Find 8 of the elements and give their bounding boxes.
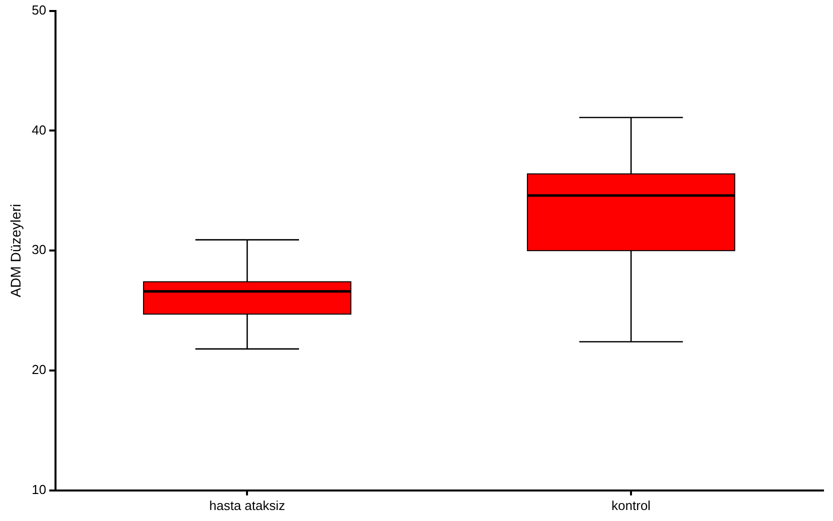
x-tick-label: hasta ataksiz (209, 498, 286, 513)
y-tick-label: 40 (32, 122, 46, 138)
y-tick-label: 30 (32, 242, 46, 258)
y-tick-label: 50 (32, 2, 46, 18)
y-tick-label: 10 (32, 482, 46, 497)
y-axis-title: ADM Düzeyleri (7, 204, 24, 298)
y-tick-label: 20 (32, 362, 46, 378)
x-tick-label: kontrol (612, 498, 651, 513)
